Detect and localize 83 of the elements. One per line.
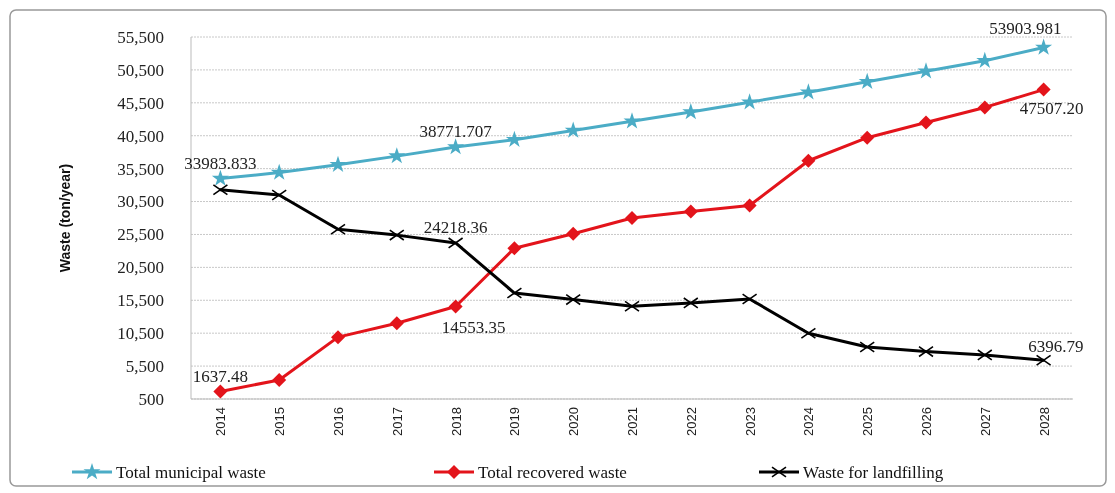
point (566, 226, 581, 241)
point (331, 330, 345, 345)
point (800, 327, 817, 339)
point (741, 93, 759, 110)
point (270, 163, 288, 180)
point (741, 293, 758, 305)
y-tick-label: 40,500 (117, 126, 164, 146)
point (213, 384, 228, 399)
y-tick-label: 45,500 (117, 93, 164, 113)
x-tick-label: 2027 (977, 407, 993, 436)
point (623, 112, 641, 129)
x-tick-label: 2016 (331, 407, 346, 436)
point (801, 153, 816, 168)
x-tick-label: 2021 (625, 407, 640, 436)
point (448, 299, 463, 314)
x-tick-label: 2022 (683, 407, 699, 436)
data-label: 33983.833 (184, 153, 257, 173)
y-tick-label: 50,500 (117, 60, 164, 80)
point (1035, 38, 1053, 55)
y-tick-label: 15,500 (117, 291, 164, 311)
data-label: 1637.48 (192, 366, 249, 386)
point (917, 62, 935, 79)
point (330, 223, 346, 235)
point (1035, 354, 1052, 366)
point (447, 138, 465, 155)
point (272, 372, 287, 387)
y-tick-label: 20,500 (117, 258, 164, 278)
point (388, 147, 406, 164)
point (271, 189, 287, 201)
legend-label: Total municipal waste (116, 462, 266, 482)
y-tick-label: 30,500 (117, 192, 164, 212)
point (859, 341, 875, 353)
point (211, 169, 229, 186)
point (860, 130, 875, 145)
point (742, 198, 757, 213)
x-tick-label: 2014 (213, 407, 229, 436)
x-tick-label: 2019 (507, 407, 523, 436)
data-label: 24218.36 (423, 217, 488, 237)
y-axis-title: Waste (ton/year) (57, 163, 73, 273)
y-tick-label: 35,500 (117, 159, 164, 179)
y-tick-label: 25,500 (117, 225, 164, 245)
data-label: 14553.35 (441, 317, 506, 337)
point (329, 155, 347, 172)
x-tick-label: 2023 (742, 407, 758, 436)
point (507, 241, 522, 256)
point (625, 211, 639, 225)
point (505, 130, 523, 147)
y-tick-label: 10,500 (117, 324, 164, 344)
x-tick-label: 2028 (1036, 407, 1052, 436)
point (918, 345, 934, 358)
point (389, 229, 405, 241)
point (389, 316, 404, 331)
point (858, 72, 876, 89)
legend-label: Waste for landfilling (803, 462, 944, 482)
x-tick-label: 2024 (801, 407, 817, 436)
x-tick-label: 2026 (919, 407, 934, 436)
x-tick-label: 2020 (566, 407, 582, 436)
point (977, 100, 992, 115)
point (212, 184, 229, 196)
point (799, 83, 817, 100)
point (683, 297, 699, 309)
point (919, 115, 933, 130)
x-tick-label: 2017 (389, 407, 405, 436)
point (447, 237, 464, 249)
y-tick-label: 5,500 (125, 357, 164, 377)
data-label: 47507.20 (1019, 98, 1084, 118)
point (564, 121, 582, 138)
legend-label: Total recovered waste (478, 462, 627, 482)
point (977, 349, 993, 361)
y-tick-label: 55,500 (117, 27, 164, 47)
point (506, 287, 523, 299)
point (1036, 82, 1051, 97)
point (565, 293, 581, 306)
x-tick-label: 2015 (272, 407, 288, 436)
point (682, 103, 700, 120)
point (624, 300, 640, 312)
data-label: 38771.707 (419, 122, 493, 142)
x-tick-label: 2018 (448, 407, 464, 436)
data-label: 6396.79 (1028, 337, 1084, 357)
y-tick-label: 500 (138, 389, 164, 409)
x-tick-label: 2025 (860, 407, 876, 436)
data-label: 53903.981 (989, 18, 1062, 38)
point (683, 204, 698, 219)
